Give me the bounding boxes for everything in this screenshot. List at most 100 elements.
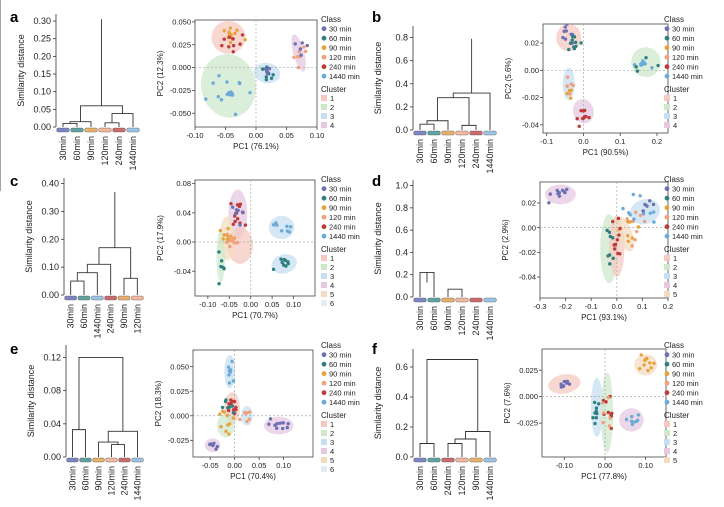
legend-cluster-label: 4: [673, 447, 677, 456]
dendrogram-leaf-bar: [455, 457, 469, 463]
y-axis-label: PC2 (2.9%): [501, 219, 510, 261]
data-point: [648, 361, 652, 365]
dendrogram-leaf-label: 90min: [86, 136, 96, 161]
data-point: [248, 410, 252, 414]
dendrogram-branch: [86, 263, 112, 295]
legend-class-label: 90 min: [329, 370, 352, 379]
legend-cluster-swatch: [664, 264, 670, 270]
dendrogram-leaf-bar: [117, 295, 131, 301]
dendrogram-leaf-label: 1440min: [485, 306, 495, 341]
data-point: [243, 223, 248, 227]
dendrogram-leaf-label: 60min: [81, 466, 91, 491]
dendrogram-y-tick-label: 0.4: [395, 392, 408, 402]
dendrogram-y-tick-label: 0.15: [33, 69, 51, 79]
dendrogram-leaf-bar: [131, 457, 144, 463]
data-point: [618, 226, 622, 231]
dendrogram-y-label: Similarity distance: [373, 202, 383, 275]
data-point: [630, 244, 634, 248]
x-axis-label: PC1 (93.1%): [581, 313, 627, 322]
dendrogram-leaf-label: 90min: [443, 306, 453, 331]
data-point: [280, 426, 285, 431]
x-tick-label: -0.10: [186, 131, 203, 140]
legend-class-marker: [321, 186, 327, 192]
legend-cluster-label: 4: [330, 281, 334, 290]
legend-class-label: 30 min: [329, 25, 352, 34]
data-point: [260, 67, 265, 71]
x-tick-label: 0.00: [243, 300, 258, 309]
data-point: [592, 400, 597, 405]
pca-plot: -0.3 -0.2 -0.1 0.0 0.1 0.2 -0.04 -0.02 0.00 0.02 P…: [501, 181, 673, 322]
legend-cluster-swatch: [321, 466, 327, 472]
dendrogram-leaf-bar: [441, 457, 455, 463]
dendrogram-leaf-label: 120min: [107, 466, 117, 496]
panel-letter: d: [372, 173, 381, 190]
y-axis-label: PC2 (17.9%): [156, 215, 165, 261]
y-tick-label: 0.04: [176, 208, 191, 217]
dendrogram-leaf-label: 120min: [457, 306, 467, 336]
dendrogram: 0.0 0.2 0.4 0.6 0.8 Similarity distance 30min 6…: [373, 26, 497, 174]
data-point: [626, 233, 630, 238]
data-point: [219, 259, 224, 263]
legend-class-label: 30 min: [672, 351, 695, 360]
legend-cluster-swatch: [321, 122, 327, 128]
dendrogram-leaf-bar: [483, 130, 497, 136]
dendrogram-y-tick-label: 0.30: [33, 16, 51, 26]
data-point: [612, 247, 617, 251]
dendrogram-branch: [62, 123, 78, 127]
legend-class-marker: [664, 26, 670, 32]
data-point: [227, 381, 232, 385]
data-point: [223, 399, 228, 404]
data-point: [227, 405, 232, 409]
legend-cluster-swatch: [664, 273, 670, 279]
data-point: [233, 212, 238, 216]
dendrogram-leaf-bar: [105, 457, 118, 463]
data-point: [229, 201, 233, 206]
legend-cluster-label: 2: [330, 263, 334, 272]
legend-cluster-swatch: [321, 282, 327, 288]
data-point: [271, 223, 276, 227]
data-point: [227, 402, 231, 406]
data-point: [606, 395, 611, 400]
dendrogram-leaf-bar: [469, 297, 483, 303]
dendrogram-branch: [69, 121, 92, 127]
dendrogram-y-tick-label: 0.6: [395, 225, 408, 235]
x-axis-label: PC1 (90.5%): [583, 148, 629, 157]
legend-class-marker: [664, 224, 670, 230]
legend-cluster-label: 3: [330, 112, 334, 121]
y-tick-label: 0.08: [176, 179, 191, 188]
y-axis-label: PC2 (18.3%): [154, 380, 163, 426]
data-point: [636, 225, 641, 229]
data-point: [547, 201, 551, 205]
panel-letter: e: [10, 341, 18, 358]
dendrogram-y-tick-label: 0.2: [395, 102, 408, 112]
y-tick-label: 0.000: [172, 63, 191, 72]
data-point: [562, 379, 567, 384]
x-tick-label: -0.05: [202, 461, 219, 470]
dendrogram-y-tick-label: 0.6: [395, 362, 408, 372]
dendrogram-leaf-bar: [427, 130, 441, 136]
data-point: [607, 230, 612, 235]
data-point: [572, 45, 576, 49]
x-tick-label: 0.00: [249, 131, 264, 140]
data-point: [228, 244, 232, 249]
data-point: [214, 447, 218, 451]
x-axis-label: PC1 (70.7%): [232, 311, 278, 320]
dendrogram-y-tick-label: 0.00: [41, 290, 59, 300]
dendrogram-leaf-bar: [92, 457, 105, 463]
dendrogram-branch: [111, 444, 125, 457]
pca-plot: -0.10 -0.05 0.00 0.05 0.10 -0.050 -0.025 0.000 0…: [156, 17, 324, 151]
legend-class-marker: [664, 186, 670, 192]
data-point: [633, 238, 637, 242]
dendrogram-leaf-label: 30min: [415, 466, 425, 491]
legend-cluster-title: Cluster: [664, 245, 690, 254]
legend-class-marker: [664, 35, 670, 41]
dendrogram-leaf-bar: [483, 457, 497, 463]
x-tick-label: 0.10: [310, 131, 325, 140]
data-point: [639, 353, 643, 357]
data-point: [305, 43, 309, 48]
legend-class-label: 1440 min: [329, 398, 360, 407]
dendrogram-leaf-label: 240min: [471, 139, 481, 169]
data-point: [221, 265, 225, 270]
dendrogram-leaf-bar: [455, 130, 469, 136]
dendrogram-leaf-bar: [118, 457, 131, 463]
